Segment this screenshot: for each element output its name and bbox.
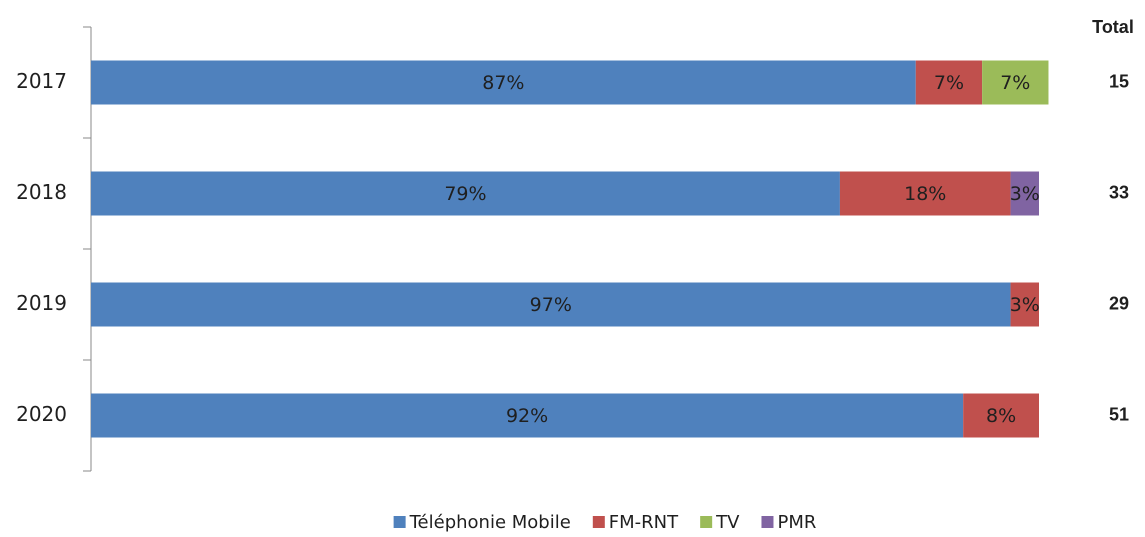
bar-segment bbox=[915, 60, 983, 105]
data-label: 3% bbox=[1010, 294, 1040, 316]
total-value: 15 bbox=[1109, 71, 1129, 91]
bar-segment bbox=[839, 171, 1011, 216]
y-tick-label: 2017 bbox=[16, 69, 67, 93]
totals-header: Total bbox=[1092, 17, 1134, 37]
total-value: 29 bbox=[1109, 293, 1129, 313]
data-label: 3% bbox=[1010, 183, 1040, 205]
legend-label: Téléphonie Mobile bbox=[409, 512, 571, 533]
bar-segment bbox=[963, 393, 1039, 438]
y-tick-label: 2018 bbox=[16, 180, 67, 204]
data-label: 7% bbox=[934, 72, 964, 94]
y-tick-label: 2019 bbox=[16, 291, 67, 315]
legend-label: FM-RNT bbox=[609, 512, 679, 533]
bar-segment bbox=[982, 60, 1049, 105]
data-label: 92% bbox=[506, 405, 548, 427]
total-value: 33 bbox=[1109, 182, 1129, 202]
data-label: 18% bbox=[904, 183, 946, 205]
bar-segment bbox=[91, 60, 916, 105]
legend-swatch bbox=[700, 516, 713, 528]
bar-segment bbox=[1010, 171, 1039, 216]
legend-swatch bbox=[393, 516, 406, 528]
legend-label: PMR bbox=[777, 512, 816, 533]
data-label: 97% bbox=[530, 294, 572, 316]
legend-swatch bbox=[761, 516, 774, 528]
legend-label: TV bbox=[715, 512, 740, 533]
data-label: 8% bbox=[986, 405, 1016, 427]
data-label: 79% bbox=[444, 183, 486, 205]
bar-segment bbox=[1010, 282, 1039, 327]
bar-segment bbox=[91, 171, 840, 216]
bar-segment bbox=[91, 393, 964, 438]
legend-swatch bbox=[592, 516, 605, 528]
data-label: 7% bbox=[1000, 72, 1030, 94]
bar-segment bbox=[91, 282, 1011, 327]
y-tick-label: 2020 bbox=[16, 402, 67, 426]
data-label: 87% bbox=[482, 72, 524, 94]
total-value: 51 bbox=[1109, 404, 1129, 424]
